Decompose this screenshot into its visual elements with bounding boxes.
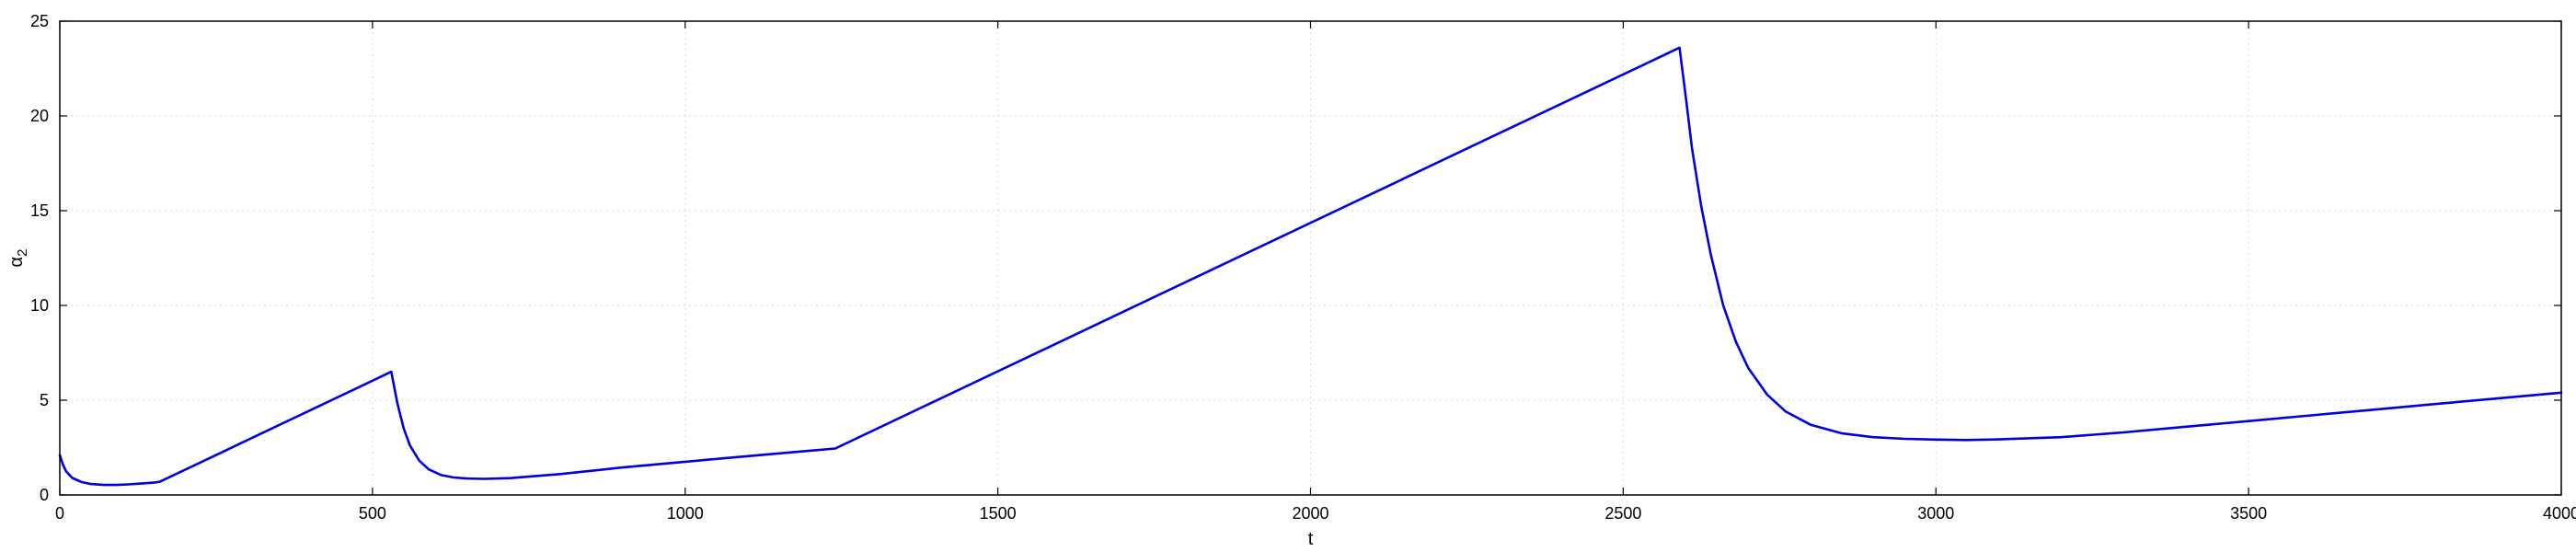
y-axis-label: α2 [6,249,30,268]
series-line [58,46,2563,487]
x-tick-label: 500 [359,504,386,523]
y-tick-label: 0 [40,486,49,504]
axis-ticks [59,20,2562,496]
x-tick-label: 3500 [2230,504,2267,523]
y-tick-labels: 0 5 10 15 20 25 [30,12,49,504]
y-tick-label: 5 [40,391,49,409]
x-tick-label: 3000 [1917,504,1954,523]
x-tick-label: 1500 [980,504,1017,523]
x-tick-labels: 0 500 1000 1500 2000 2500 3000 3500 4000 [55,504,2576,523]
y-tick-label: 20 [30,107,49,125]
x-tick-label: 2500 [1604,504,1641,523]
y-tick-label: 25 [30,12,49,30]
x-tick-label: 0 [55,504,64,523]
y-tick-label: 15 [30,201,49,220]
data-series [58,46,2563,487]
y-axis-label-main: α [6,257,27,268]
y-axis-label-subscript: 2 [15,249,30,257]
grid-lines [60,21,2561,495]
x-axis-label: t [1308,529,1314,549]
y-tick-label: 10 [30,296,49,315]
x-tick-label: 2000 [1292,504,1328,523]
x-tick-label: 4000 [2543,504,2576,523]
x-tick-label: 1000 [667,504,704,523]
